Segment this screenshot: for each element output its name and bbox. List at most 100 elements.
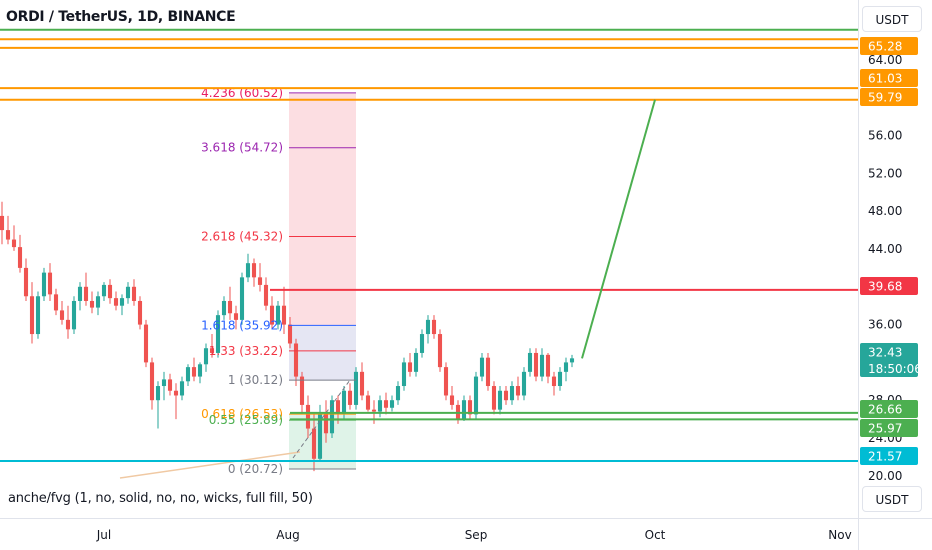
candle-body — [539, 354, 545, 377]
candle-body — [533, 352, 539, 377]
price-tick-label: 64.00 — [868, 53, 902, 67]
candle-body — [41, 272, 47, 297]
candle-body — [269, 305, 275, 325]
candle-body — [557, 371, 563, 387]
fib-zone-mid — [289, 325, 356, 381]
countdown-label: 18:50:06 — [868, 362, 922, 376]
candle-body — [293, 343, 299, 377]
candle-body — [65, 319, 71, 330]
candle-body — [233, 313, 239, 320]
candle-body — [251, 263, 257, 278]
fib-zone-lower — [289, 414, 356, 469]
candle-body — [281, 305, 287, 325]
price-badge — [860, 37, 918, 55]
price-badge-label: 25.97 — [868, 422, 902, 436]
candle-body — [365, 395, 371, 410]
price-tick-label: 44.00 — [868, 242, 902, 256]
candle-body — [245, 263, 251, 278]
candle-body — [263, 284, 269, 306]
candle-body — [563, 362, 569, 372]
price-badge-label: 39.68 — [868, 280, 902, 294]
fib-anchor-trend — [119, 451, 301, 479]
currency-selector-top[interactable]: USDT — [862, 6, 922, 32]
fib-level-label: 2.618 (45.32) — [201, 230, 283, 244]
candle-body — [509, 386, 515, 401]
candle-body — [389, 400, 395, 408]
candle-body — [95, 296, 101, 308]
price-badge-label: 26.66 — [868, 403, 902, 417]
candle-body — [401, 362, 407, 387]
candle-body — [347, 390, 353, 405]
time-tick-label: Aug — [276, 528, 299, 542]
candle-body — [23, 267, 29, 297]
candle-body — [215, 315, 221, 353]
fib-level-label: 1 (30.12) — [228, 373, 283, 387]
candle-body — [173, 390, 179, 396]
candle-body — [29, 296, 35, 335]
candle-body — [0, 215, 5, 231]
fib-level-label: 4.236 (60.52) — [201, 86, 283, 100]
candle-body — [527, 352, 533, 372]
candle-body — [491, 386, 497, 410]
candle-body — [479, 357, 485, 377]
price-badge — [860, 400, 918, 418]
candle-body — [383, 400, 389, 408]
candle-body — [467, 400, 473, 415]
candle-body — [287, 324, 293, 344]
candle-body — [101, 284, 107, 297]
candle-body — [53, 294, 59, 311]
candle-body — [371, 409, 377, 412]
candle-body — [311, 428, 317, 459]
price-badge — [860, 419, 918, 437]
candle-body — [179, 381, 185, 396]
candle-body — [485, 357, 491, 387]
time-tick-label: Nov — [828, 528, 851, 542]
price-badge — [860, 277, 918, 295]
candle-body — [407, 362, 413, 372]
candle-body — [341, 390, 347, 415]
indicator-label[interactable]: anche/fvg (1, no, solid, no, no, wicks, … — [8, 491, 313, 506]
price-tick-label: 48.00 — [868, 204, 902, 218]
candle-body — [503, 390, 509, 401]
candle-body — [17, 247, 23, 268]
candle-body — [551, 376, 557, 387]
fib-level-label: 0 (20.72) — [228, 462, 283, 476]
chart-title: ORDI / TetherUS, 1D, BINANCE — [6, 9, 236, 25]
currency-selector-bottom[interactable]: USDT — [862, 486, 922, 512]
candle-body — [203, 348, 209, 365]
candle-body — [185, 367, 191, 382]
candle-body — [461, 400, 467, 420]
candle-body — [71, 300, 77, 330]
candle-body — [353, 371, 359, 405]
candle-body — [11, 239, 17, 248]
fib-level-label: 3.618 (54.72) — [201, 141, 283, 155]
candle-body — [137, 300, 143, 325]
candle-body — [77, 286, 83, 301]
candle-body — [59, 310, 65, 320]
time-tick-label: Oct — [645, 528, 666, 542]
candle-body — [449, 395, 455, 405]
fib-level-label: 0.55 (25.89) — [209, 413, 283, 427]
candle-body — [221, 300, 227, 316]
candle-body — [257, 277, 263, 285]
candle-body — [305, 404, 311, 429]
candle-body — [47, 272, 53, 295]
price-badge-label: 61.03 — [868, 72, 902, 86]
candle-body — [155, 386, 161, 401]
candle-body — [473, 376, 479, 415]
candle-body — [209, 348, 215, 353]
price-tick-label: 20.00 — [868, 469, 902, 483]
candle-body — [317, 414, 323, 459]
candle-body — [425, 319, 431, 335]
candle-body — [569, 358, 575, 363]
candle-body — [143, 324, 149, 363]
candle-body — [299, 376, 305, 405]
price-tick-label: 56.00 — [868, 129, 902, 143]
candle-body — [329, 400, 335, 434]
candle-body — [497, 390, 503, 410]
candle-body — [5, 230, 11, 240]
candle-body — [431, 319, 437, 335]
candle-body — [395, 386, 401, 401]
price-badge-label: 59.79 — [868, 91, 902, 105]
